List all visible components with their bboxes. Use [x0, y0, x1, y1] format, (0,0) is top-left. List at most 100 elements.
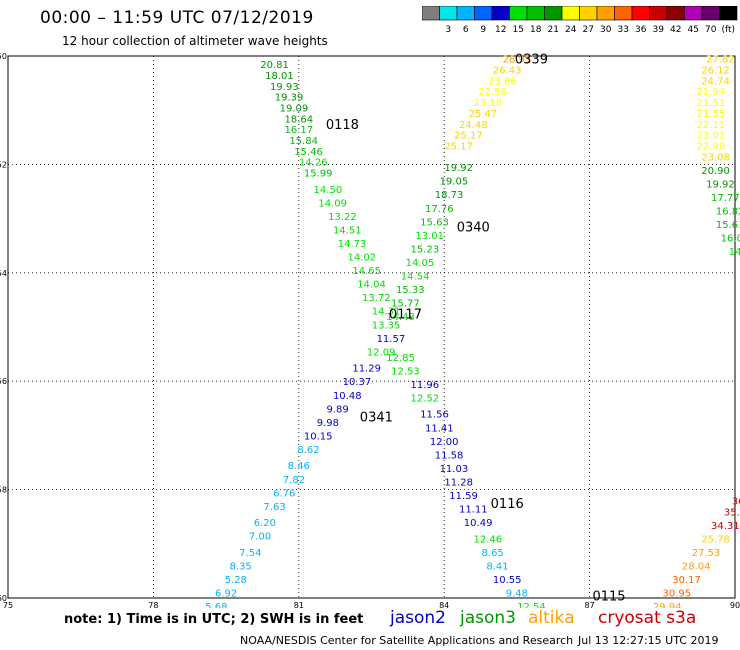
- legend-unit-label: (ft): [721, 25, 735, 35]
- wave-height-reading: 19.39: [275, 93, 304, 104]
- wave-height-reading: 23.18: [473, 98, 502, 109]
- wave-height-reading: 10.48: [333, 391, 362, 402]
- wave-height-reading: 23.08: [701, 152, 730, 163]
- wave-height-reading: 25.17: [444, 141, 473, 152]
- pass-time-label: 0341: [360, 410, 393, 425]
- wave-height-reading: 15.63: [420, 217, 449, 228]
- wave-height-reading: 27.53: [692, 548, 721, 559]
- wave-height-reading: 17.77: [711, 193, 740, 204]
- wave-height-reading: 23.01: [696, 131, 725, 142]
- wave-height-reading: 13.01: [415, 231, 444, 242]
- latitude-tick-label: -60: [0, 594, 7, 603]
- wave-height-reading: 14.73: [338, 239, 367, 250]
- wave-height-reading: 22.98: [696, 141, 725, 152]
- wave-height-reading: 27.82: [706, 55, 735, 66]
- wave-height-reading: 19.05: [440, 177, 469, 188]
- wave-height-reading: 11.57: [377, 334, 406, 345]
- wave-height-reading: 14.05: [406, 258, 435, 269]
- satellite-jason2-label: jason2: [390, 608, 446, 628]
- wave-height-reading: 12.54: [517, 602, 546, 608]
- wave-height-reading: 8.35: [230, 561, 252, 572]
- latitude-tick-label: -56: [0, 377, 7, 386]
- wave-height-reading: 12.52: [410, 393, 439, 404]
- wave-height-reading: 11.58: [435, 450, 464, 461]
- altimeter-map: 75 78 81 84 87 90 -50 -52 -54 -56 -58 -60 20.8118.01…: [0, 52, 740, 608]
- satellite-altika-label: altika: [528, 608, 575, 628]
- wave-height-reading: 15.61: [716, 220, 740, 231]
- wave-height-reading: 18.01: [265, 71, 294, 82]
- legend-tick-label: 39: [653, 25, 665, 35]
- wave-height-reading: 14.65: [352, 266, 381, 277]
- wave-height-reading: 7.63: [263, 502, 285, 513]
- wave-height-reading: 8.62: [297, 445, 319, 456]
- longitude-tick-label: 84: [439, 601, 449, 608]
- satellite-cryosat-s3a-label: cryosat s3a: [598, 608, 697, 628]
- wave-height-reading: 11.59: [449, 491, 478, 502]
- wave-height-reading: 14.48: [386, 312, 415, 323]
- wave-height-reading: 23.66: [488, 76, 517, 87]
- wave-height-reading: 11.03: [440, 464, 469, 475]
- wave-height-reading: 12.46: [473, 534, 502, 545]
- pass-time-label: 0117: [389, 307, 422, 322]
- wave-height-reading: 19.09: [280, 103, 309, 114]
- wave-height-reading: 26.12: [701, 66, 730, 77]
- wave-height-reading: 30.17: [672, 575, 701, 586]
- wave-height-reading: 21.94: [696, 87, 725, 98]
- wave-height-reading: 18.73: [435, 190, 464, 201]
- latitude-tick-label: -52: [0, 160, 7, 169]
- legend-tick-label: 18: [530, 25, 542, 35]
- wave-height-reading: 14.50: [314, 185, 343, 196]
- longitude-tick-label: 90: [730, 601, 740, 608]
- wave-height-reading: 7.54: [239, 548, 261, 559]
- wave-height-reading: 9.98: [317, 418, 339, 429]
- wave-height-reading: 14.09: [318, 198, 347, 209]
- wave-height-reading: 16.06: [721, 234, 740, 245]
- wave-height-reading: 15.46: [294, 147, 323, 158]
- wave-height-reading: 11.29: [352, 364, 381, 375]
- wave-height-reading: 13.22: [328, 212, 357, 223]
- wave-height-reading: 24.74: [701, 76, 730, 87]
- wave-height-reading: 12.09: [367, 347, 396, 358]
- legend-tick-label: 6: [463, 25, 469, 35]
- legend-tick-label: 42: [670, 25, 681, 35]
- wave-height-reading: 28.91: [503, 55, 532, 66]
- legend-tick-label: 24: [565, 25, 577, 35]
- legend-tick-label: 12: [495, 25, 506, 35]
- satellite-jason3-label: jason3: [460, 608, 516, 628]
- pass-time-label: 0118: [326, 118, 359, 133]
- wave-height-reading: 19.92: [444, 163, 473, 174]
- wave-height-reading: 11.41: [425, 423, 454, 434]
- wave-height-reading: 14.51: [333, 225, 362, 236]
- wave-height-reading: 22.56: [478, 87, 507, 98]
- wave-height-reading: 11.56: [420, 410, 449, 421]
- wave-height-reading: 21.55: [696, 109, 725, 120]
- wave-height-reading: 6.76: [273, 488, 295, 499]
- legend-tick-label: 45: [688, 25, 699, 35]
- credit-line: NOAA/NESDIS Center for Satellite Applica…: [240, 634, 574, 647]
- wave-height-reading: 15.23: [410, 244, 439, 255]
- wave-height-reading: 14.2: [729, 247, 740, 258]
- legend-tick-label: 15: [513, 25, 524, 35]
- wave-height-reading: 14.26: [299, 158, 328, 169]
- wave-height-reading: 9.89: [326, 404, 348, 415]
- wave-height-reading: 25.17: [454, 131, 483, 142]
- wave-height-reading: 29.94: [653, 602, 682, 608]
- wave-height-reading: 8.41: [486, 561, 508, 572]
- wave-height-reading: 11.96: [410, 380, 439, 391]
- wave-height-reading: 14.02: [347, 253, 376, 264]
- longitude-tick-label: 78: [148, 601, 158, 608]
- wave-height-reading: 17.76: [425, 204, 454, 215]
- wave-height-reading: 10.15: [304, 431, 333, 442]
- wave-height-reading: 30.95: [663, 589, 692, 600]
- wave-height-reading: 14.54: [401, 272, 430, 283]
- map-title: 00:00 – 11:59 UTC 07/12/2019: [40, 8, 314, 28]
- longitude-tick-label: 81: [294, 601, 304, 608]
- wave-height-reading: 19.93: [270, 82, 299, 93]
- wave-height-reading: 21.51: [696, 98, 725, 109]
- wave-height-reading: 11.28: [444, 477, 473, 488]
- wave-height-reading: 20.90: [701, 166, 730, 177]
- wave-height-reading: 19.92: [706, 179, 735, 190]
- wave-height-reading: 9.48: [506, 589, 528, 600]
- wave-height-reading: 18.64: [284, 114, 313, 125]
- wave-height-reading: 7.82: [283, 475, 305, 486]
